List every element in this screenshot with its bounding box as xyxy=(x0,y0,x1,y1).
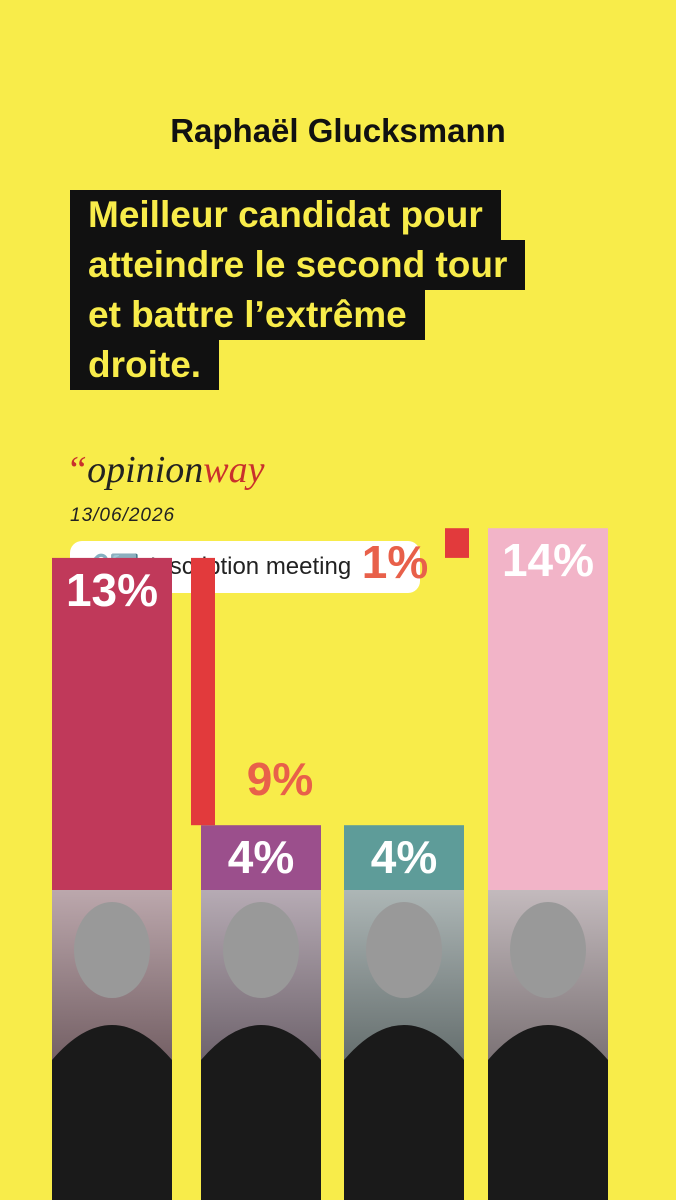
logo-main: opinion xyxy=(87,449,204,491)
gap-label: 1% xyxy=(362,536,428,588)
logo-quote: “ xyxy=(66,449,88,491)
headline-line: droite. xyxy=(70,340,220,390)
gap-label: 9% xyxy=(247,753,313,805)
button-label: Inscription meeting xyxy=(149,553,352,580)
value-label: 4% xyxy=(228,831,294,883)
portrait-head xyxy=(74,902,150,998)
value-label: 13% xyxy=(66,564,158,616)
portrait-head xyxy=(223,902,299,998)
headline-line: atteindre le second tour xyxy=(70,240,526,290)
portrait-body xyxy=(201,1025,321,1200)
logo: “opinionway xyxy=(66,448,264,492)
candidate-name: Raphaël Glucksmann xyxy=(170,112,506,149)
portrait-head xyxy=(510,902,586,998)
headline: Meilleur candidat pour atteindre le seco… xyxy=(70,190,526,390)
portrait-head xyxy=(366,902,442,998)
date: 13/06/2026 xyxy=(70,505,176,526)
logo-accent: way xyxy=(203,449,265,491)
value-label: 4% xyxy=(371,831,437,883)
value-label: 14% xyxy=(502,534,594,586)
portrait-body xyxy=(344,1025,464,1200)
portrait-body xyxy=(488,1025,608,1200)
headline-line: Meilleur candidat pour xyxy=(70,190,501,240)
headline-line: et battre l’extrême xyxy=(70,290,425,340)
gap-bar xyxy=(445,528,469,558)
portrait-body xyxy=(52,1025,172,1200)
gap-bar xyxy=(191,557,215,826)
